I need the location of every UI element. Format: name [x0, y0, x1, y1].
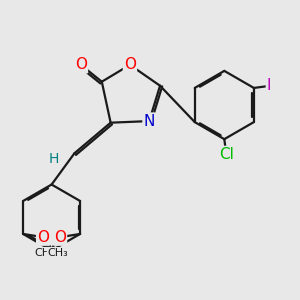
Text: N: N [143, 114, 155, 129]
Text: O: O [37, 230, 49, 245]
Text: O: O [75, 57, 87, 72]
Text: I: I [267, 78, 272, 93]
Text: CH₃: CH₃ [48, 248, 68, 258]
Text: CH₃: CH₃ [35, 248, 56, 258]
Text: O: O [54, 230, 66, 245]
Text: Cl: Cl [219, 147, 234, 162]
Text: H: H [48, 152, 59, 166]
Text: O: O [124, 57, 136, 72]
